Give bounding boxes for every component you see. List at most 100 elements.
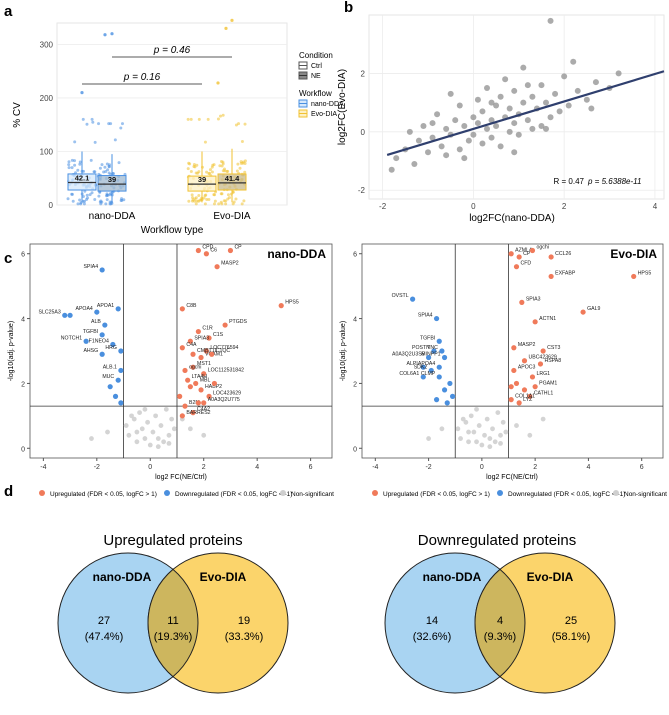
volcano-evo-dia-point-down — [420, 364, 426, 370]
panel-a-datapoint — [188, 162, 192, 166]
panel-a-outlier — [110, 32, 114, 36]
panel-a-median-label: 42.1 — [75, 173, 90, 182]
volcano-evo-dia-xtick-label: 2 — [533, 464, 537, 471]
volcano-nano-dda-point-ns — [187, 426, 193, 432]
venn-upregulated: Upregulated proteins nano-DDA Evo-DIA 27… — [57, 532, 289, 694]
volcano-evo-dia-point-down — [431, 348, 437, 354]
volcano-nano-dda-point-down — [118, 400, 124, 406]
volcano-nano-dda-point-label: B2M — [189, 400, 200, 406]
panel-a-datapoint — [235, 169, 239, 173]
volcano-nano-dda-point-ns — [155, 436, 161, 441]
volcano-evo-dia-point-ns — [484, 416, 490, 422]
volcano-evo-dia-point-down — [428, 367, 434, 374]
volcano-nano-dda-point-down — [99, 332, 105, 338]
panel-a-datapoint — [85, 198, 89, 202]
panel-b-datapoint — [443, 152, 450, 159]
panel-b-datapoint — [515, 131, 522, 138]
panel-a-datapoint — [98, 190, 102, 194]
volcano-nano-dda-point-label: APOA4 — [76, 306, 93, 312]
volcano-evo-dia-xtick-label: 4 — [586, 464, 590, 471]
panel-b-ytick-label: -2 — [358, 186, 366, 195]
volcano-evo-dia-point-ns — [503, 429, 509, 435]
panel-b-datapoint — [538, 82, 545, 89]
volcano-nano-dda-point-down — [115, 306, 121, 312]
panel-b-datapoint — [493, 122, 500, 129]
panel-b-datapoint — [511, 149, 518, 156]
volcano-evo-dia-point-label: CFD — [520, 261, 531, 267]
volcano-evo-dia-point-ns — [468, 413, 474, 419]
panel-b-datapoint — [488, 99, 495, 106]
volcano-evo-dia-point-up — [508, 384, 514, 390]
volcano-nano-dda-point-up — [206, 335, 212, 341]
panel-a-datapoint — [236, 162, 240, 166]
volcano-nano-dda-point-label: MBL — [200, 377, 211, 383]
volcano-evo-dia-point-down — [436, 374, 442, 380]
volcano-evo-dia-point-up — [513, 264, 520, 270]
panel-a-datapoint — [85, 122, 89, 126]
panel-a-datapoint — [97, 194, 101, 198]
volcano-nano-dda-point-label: HABP2 — [205, 384, 222, 390]
volcano-nano-dda-point-down — [118, 348, 124, 354]
panel-a-datapoint — [197, 117, 201, 121]
legend-down-label: Downregulated (FDR < 0.05, logFC < -1) — [175, 491, 292, 498]
panel-a-datapoint — [73, 163, 77, 167]
panel-a-datapoint — [212, 202, 216, 206]
volcano-nano-dda-point-label: ogchi — [189, 364, 201, 370]
panel-a-datapoint — [120, 197, 124, 201]
volcano-nano-dda-point-up — [278, 303, 284, 309]
volcano-evo-dia-point-ns — [492, 439, 498, 445]
volcano-evo-dia-point-label: APOA4 — [418, 361, 435, 367]
venn-down-label-evo-dia: Evo-DIA — [527, 570, 574, 584]
venn-downregulated: Downregulated proteins nano-DDA Evo-DIA … — [384, 532, 616, 694]
volcano-evo-dia-point-label: ALPL — [407, 361, 420, 367]
volcano-nano-dda-point-label: C4A2 — [197, 407, 210, 413]
volcano-evo-dia-xtick-label: -4 — [372, 464, 378, 471]
volcano-nano-dda-point-up — [179, 306, 185, 312]
panel-a-datapoint — [107, 171, 111, 175]
panel-b-datapoint — [443, 125, 450, 132]
volcano-nano-dda-point-up — [187, 338, 193, 344]
legend-workflow-title: Workflow — [299, 89, 332, 98]
panel-a-datapoint — [226, 193, 230, 197]
volcano-evo-dia-point-label: MASP2 — [518, 342, 536, 348]
volcano-nano-dda-point-label: ALB — [91, 319, 101, 325]
legend-ns-dot — [613, 490, 619, 496]
panel-a-datapoint — [221, 169, 225, 173]
volcano-evo-dia-point-ns — [474, 406, 479, 412]
panel-a-datapoint — [67, 166, 71, 170]
panel-b-datapoint — [511, 87, 518, 94]
panel-a-datapoint — [194, 171, 198, 175]
volcano-evo-dia-point-up — [548, 273, 554, 280]
panel-a-datapoint — [238, 166, 242, 170]
volcano-evo-dia-point-label: COL6A1 — [399, 371, 419, 377]
volcano-evo-dia-point-label: ogchi — [536, 244, 548, 250]
volcano-evo-dia-ylabel: -log10(adj. p-value) — [340, 321, 347, 381]
legend-down-label: Downregulated (FDR < 0.05, logFC < -1) — [508, 491, 625, 498]
panel-b-datapoint — [520, 64, 527, 71]
volcano-nano-dda-point-label: PTGDS — [229, 319, 247, 325]
panel-a-outlier — [230, 18, 234, 22]
volcano-evo-dia-point-up — [513, 380, 520, 387]
panel-a-datapoint — [122, 198, 126, 202]
volcano-evo-dia-point-ns — [487, 436, 493, 441]
panel-a-datapoint — [219, 114, 223, 118]
venn-down-pct-right: (58.1%) — [552, 631, 591, 643]
panel-b-datapoint — [502, 76, 509, 83]
volcano-evo-dia-point-label: EXFABP — [555, 270, 576, 276]
volcano-evo-dia-point-ns — [498, 441, 503, 446]
volcano-evo-dia-point-up — [516, 400, 522, 406]
panel-a-xtick-nano-dda: nano-DDA — [89, 211, 136, 222]
volcano-evo-dia-point-ns — [487, 444, 493, 450]
panel-a-datapoint — [97, 122, 101, 126]
panel-a-datapoint — [83, 189, 87, 193]
volcano-nano-dda-point-label: A0A3Q2U775 — [208, 397, 240, 403]
panel-b-datapoint — [506, 105, 513, 112]
volcano-evo-dia-point-ns — [495, 410, 501, 416]
volcano-evo-dia-point-down — [436, 338, 442, 344]
panel-a-datapoint — [76, 168, 80, 172]
panel-a-ytick-label: 200 — [40, 94, 54, 103]
panel-a-datapoint — [217, 202, 221, 206]
venn-up-count-overlap: 11 — [167, 615, 178, 627]
volcano-evo-dia-point-up — [537, 361, 544, 367]
volcano-nano-dda-point-label: C8B — [186, 303, 197, 309]
